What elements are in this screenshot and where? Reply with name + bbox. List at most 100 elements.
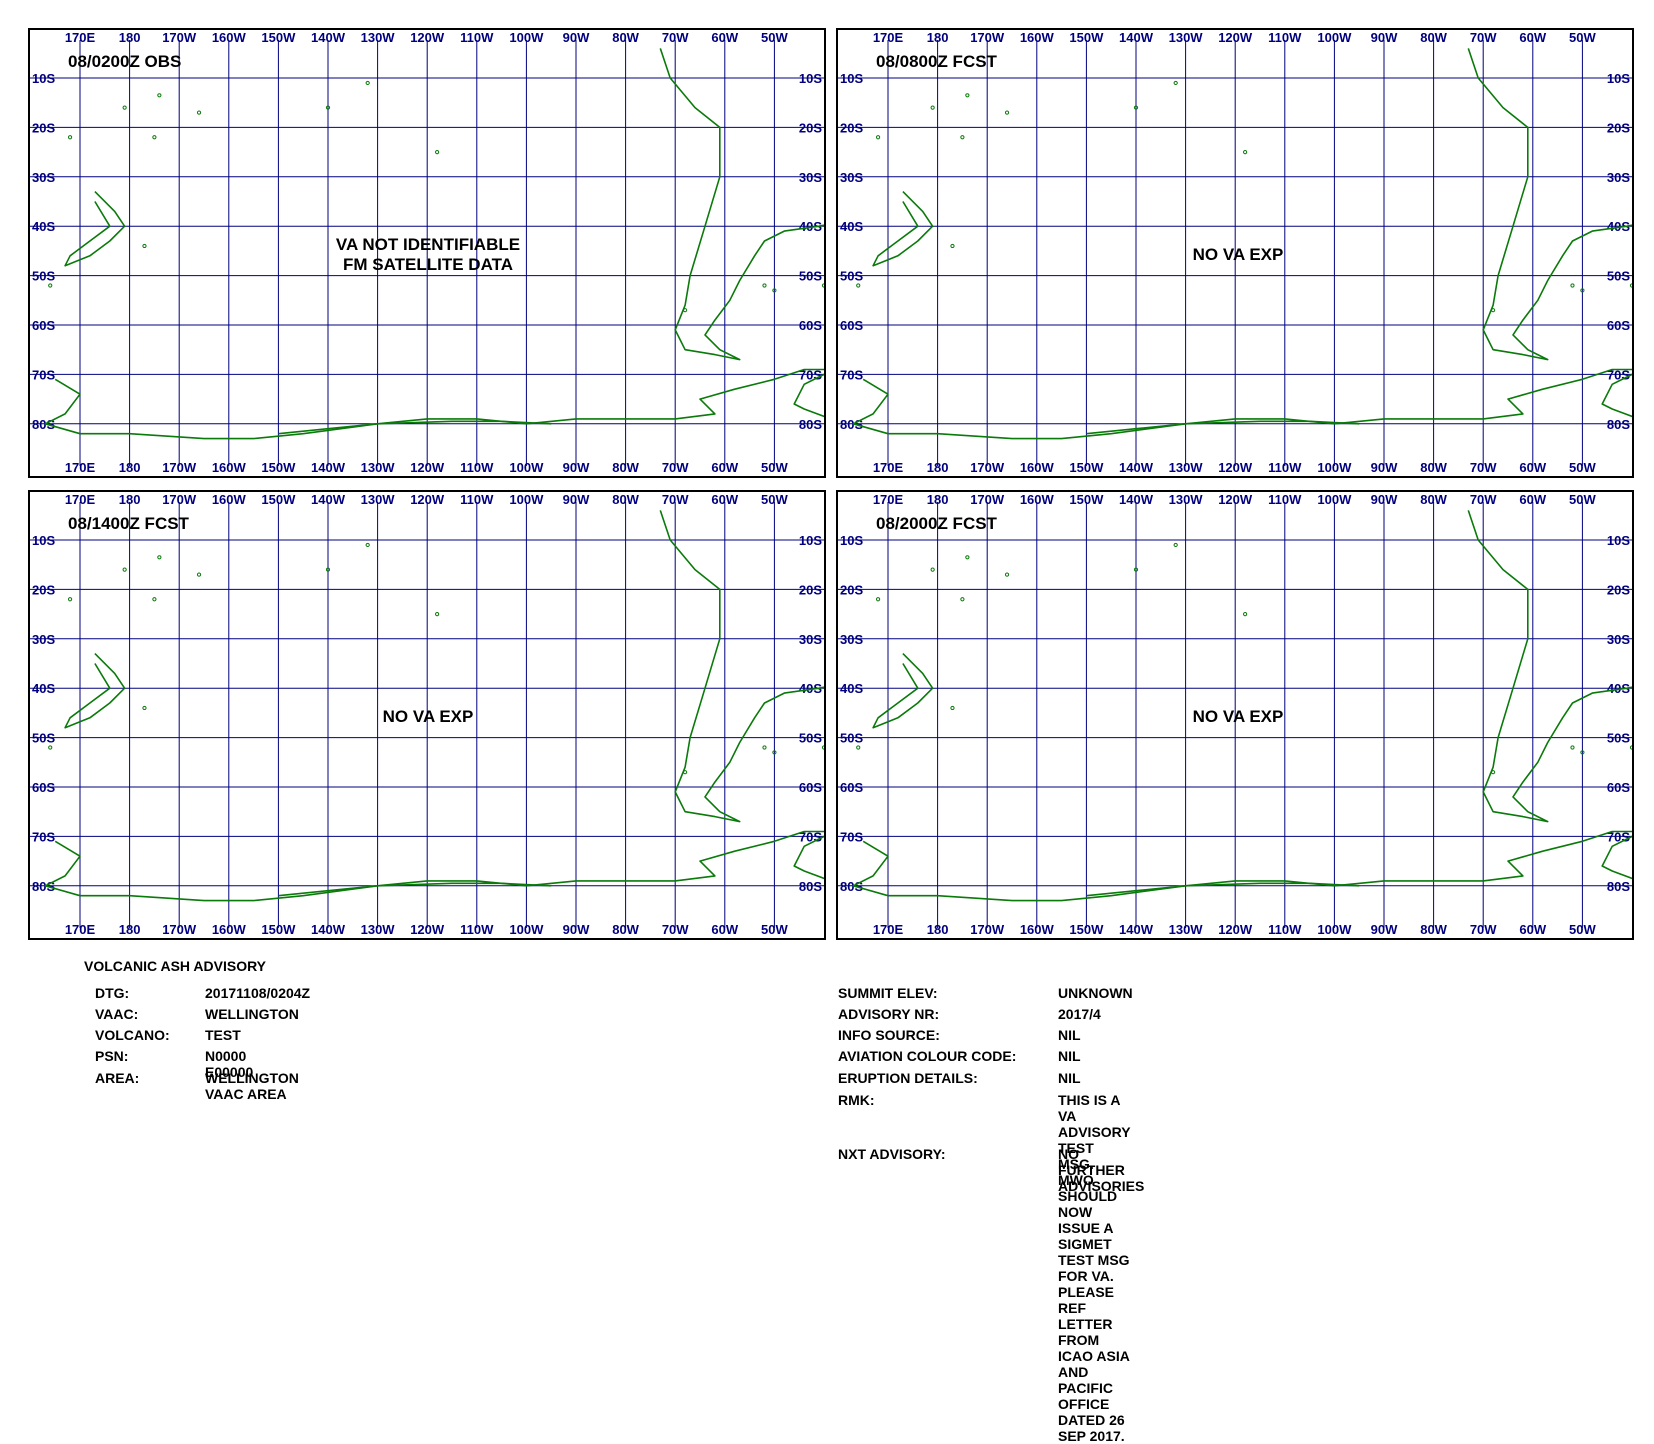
- advisory-label: ERUPTION DETAILS:: [838, 1070, 978, 1086]
- lon-label-bottom: 120W: [1218, 922, 1253, 937]
- coastline: [278, 882, 552, 897]
- lat-label-right: 80S: [1607, 417, 1630, 432]
- lon-label-bottom: 130W: [1169, 460, 1204, 475]
- island: [122, 105, 127, 110]
- lat-label-left: 10S: [840, 533, 863, 548]
- lat-label-left: 80S: [840, 417, 863, 432]
- lon-label-bottom: 50W: [761, 460, 788, 475]
- lat-label-left: 50S: [840, 731, 863, 746]
- island: [67, 597, 73, 602]
- lon-label-top: 130W: [361, 492, 396, 507]
- lat-label-right: 50S: [1607, 731, 1630, 746]
- lon-label-top: 100W: [1317, 30, 1352, 45]
- lat-label-right: 10S: [1607, 533, 1630, 548]
- lon-label-bottom: 100W: [509, 922, 544, 937]
- island: [1173, 542, 1178, 548]
- lon-label-top: 120W: [1218, 30, 1253, 45]
- lat-label-left: 60S: [840, 780, 863, 795]
- lon-label-bottom: 140W: [311, 460, 346, 475]
- lat-label-left: 30S: [840, 170, 863, 185]
- lon-label-bottom: 90W: [1371, 922, 1398, 937]
- lat-label-left: 60S: [32, 318, 55, 333]
- lon-label-bottom: 110W: [460, 922, 494, 937]
- map-canvas: 170E 170E 180 180 170W 170W 160W 160W 150W 150W 14…: [30, 492, 824, 937]
- lon-label-top: 80W: [1420, 30, 1447, 45]
- lon-label-top: 140W: [311, 492, 346, 507]
- lat-label-left: 70S: [840, 829, 863, 844]
- panel-status: NO VA EXP: [1192, 245, 1284, 264]
- coastline: [1086, 882, 1360, 897]
- lon-label-bottom: 130W: [361, 922, 396, 937]
- lat-label-left: 70S: [32, 367, 55, 382]
- lon-label-bottom: 150W: [1069, 922, 1104, 937]
- lon-label-bottom: 80W: [612, 460, 639, 475]
- lon-label-bottom: 160W: [212, 922, 247, 937]
- lat-label-right: 60S: [1607, 318, 1630, 333]
- advisory-value: NIL: [1058, 1070, 1081, 1086]
- advisory-value: NIL: [1058, 1048, 1081, 1064]
- island: [930, 105, 935, 110]
- lon-label-top: 150W: [261, 30, 296, 45]
- lon-label-bottom: 60W: [711, 922, 738, 937]
- lon-label-top: 60W: [711, 492, 738, 507]
- lon-label-top: 130W: [361, 30, 396, 45]
- advisory-value: NO FURTHER ADVISORIES: [1058, 1146, 1145, 1194]
- coastline: [1467, 510, 1632, 823]
- lat-label-left: 10S: [32, 533, 55, 548]
- panel-status: NO VA EXP: [382, 707, 474, 726]
- lon-label-bottom: 50W: [1569, 460, 1596, 475]
- island: [960, 135, 965, 140]
- lat-label-right: 10S: [1607, 71, 1630, 86]
- lat-label-left: 10S: [840, 71, 863, 86]
- advisory-label: VAAC:: [95, 1006, 139, 1022]
- lat-label-left: 40S: [32, 219, 55, 234]
- island: [1491, 770, 1496, 775]
- island: [142, 243, 147, 249]
- lon-label-top: 170E: [873, 492, 904, 507]
- lon-label-bottom: 100W: [1317, 460, 1352, 475]
- lon-label-bottom: 170E: [65, 460, 96, 475]
- panel-title: 08/1400Z FCST: [68, 514, 189, 533]
- island: [1629, 283, 1632, 288]
- lon-label-bottom: 60W: [1519, 460, 1546, 475]
- lon-label-bottom: 170W: [970, 460, 1005, 475]
- coastline: [44, 830, 824, 902]
- island: [762, 745, 767, 750]
- lon-label-top: 90W: [563, 492, 590, 507]
- lat-label-left: 20S: [840, 582, 863, 597]
- lon-label-top: 110W: [460, 492, 494, 507]
- lat-label-right: 30S: [1607, 632, 1630, 647]
- advisory-value: UNKNOWN: [1058, 985, 1133, 1001]
- island: [1570, 283, 1575, 288]
- lon-label-top: 180: [927, 30, 949, 45]
- lon-label-bottom: 160W: [1020, 460, 1055, 475]
- lat-label-left: 80S: [840, 879, 863, 894]
- advisory-heading: VOLCANIC ASH ADVISORY: [84, 958, 267, 974]
- lon-label-top: 170E: [65, 30, 96, 45]
- lon-label-bottom: 60W: [1519, 922, 1546, 937]
- lon-label-top: 50W: [1569, 492, 1596, 507]
- panel-title: 08/2000Z FCST: [876, 514, 997, 533]
- island: [67, 135, 73, 140]
- lon-label-top: 90W: [1371, 30, 1398, 45]
- lon-label-top: 120W: [410, 492, 445, 507]
- advisory-label: SUMMIT ELEV:: [838, 985, 938, 1001]
- lon-label-top: 100W: [509, 492, 544, 507]
- island: [930, 567, 935, 572]
- lat-label-left: 40S: [840, 681, 863, 696]
- lon-label-bottom: 180: [927, 460, 949, 475]
- lon-label-bottom: 140W: [1119, 922, 1154, 937]
- lon-label-bottom: 70W: [1470, 460, 1497, 475]
- lat-label-right: 50S: [799, 269, 822, 284]
- lon-label-top: 50W: [761, 30, 788, 45]
- lon-label-top: 180: [927, 492, 949, 507]
- lat-label-left: 30S: [840, 632, 863, 647]
- lon-label-top: 150W: [1069, 492, 1104, 507]
- lon-label-top: 110W: [1268, 492, 1302, 507]
- lon-label-bottom: 170E: [65, 922, 96, 937]
- island: [762, 283, 767, 288]
- lat-label-left: 60S: [32, 780, 55, 795]
- lon-label-bottom: 80W: [612, 922, 639, 937]
- lon-label-bottom: 170W: [162, 922, 197, 937]
- island: [772, 750, 777, 755]
